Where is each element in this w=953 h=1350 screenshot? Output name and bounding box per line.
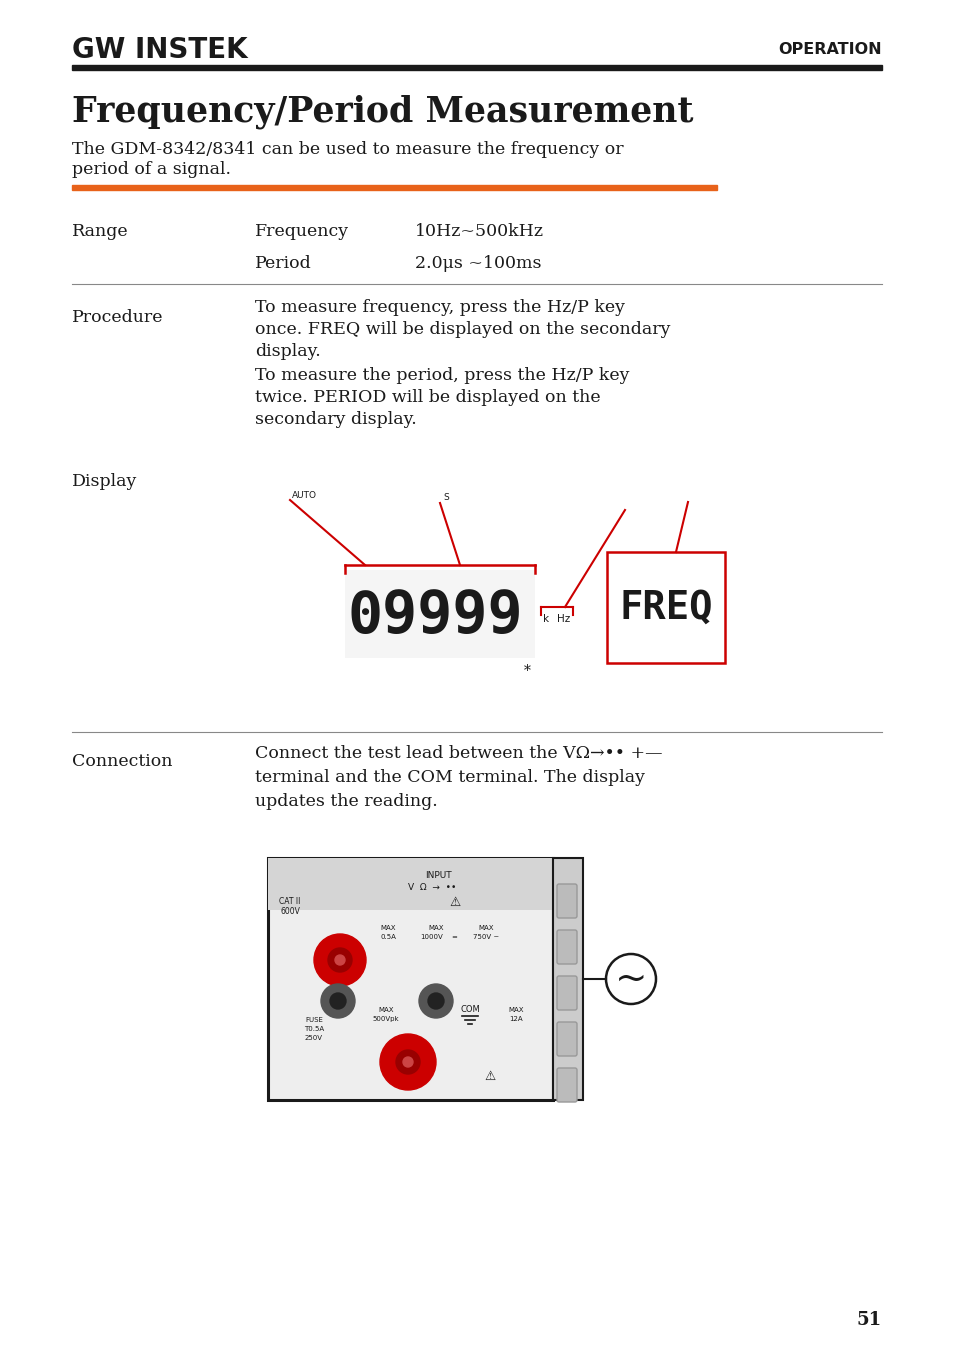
Text: twice. PERIOD will be displayed on the: twice. PERIOD will be displayed on the [254, 390, 600, 406]
Circle shape [320, 984, 355, 1018]
Text: COM: COM [459, 1006, 479, 1014]
Text: *: * [523, 664, 530, 678]
Circle shape [402, 1057, 413, 1066]
Circle shape [428, 994, 443, 1008]
Text: GW INSTEK: GW INSTEK [71, 36, 248, 63]
Bar [345, 570, 535, 657]
Text: Period: Period [254, 255, 312, 273]
Text: The GDM-8342/8341 can be used to measure the frequency or: The GDM-8342/8341 can be used to measure… [71, 142, 623, 158]
Text: ~: ~ [614, 960, 646, 998]
Text: CAT II: CAT II [279, 896, 300, 906]
Text: OPERATION: OPERATION [778, 42, 882, 58]
Text: V  Ω  →  ••: V Ω → •• [408, 883, 456, 892]
Text: INPUT: INPUT [425, 872, 452, 880]
Circle shape [335, 954, 345, 965]
FancyBboxPatch shape [557, 976, 577, 1010]
FancyBboxPatch shape [557, 884, 577, 918]
FancyBboxPatch shape [268, 859, 553, 1100]
Text: once. FREQ will be displayed on the secondary: once. FREQ will be displayed on the seco… [254, 321, 670, 339]
Text: S: S [442, 494, 448, 502]
Text: To measure the period, press the Hz/P key: To measure the period, press the Hz/P ke… [254, 367, 629, 385]
Text: terminal and the COM terminal. The display: terminal and the COM terminal. The displ… [254, 769, 644, 787]
Text: k: k [542, 614, 549, 624]
Text: Hz: Hz [557, 614, 570, 624]
Text: =: = [451, 934, 456, 940]
Text: period of a signal.: period of a signal. [71, 162, 231, 178]
Text: display.: display. [254, 343, 320, 360]
Text: 09999: 09999 [347, 587, 522, 644]
Text: Range: Range [71, 224, 129, 240]
Text: Procedure: Procedure [71, 309, 163, 327]
Text: 1000V: 1000V [420, 934, 443, 940]
Text: 12A: 12A [509, 1017, 522, 1022]
Circle shape [328, 948, 352, 972]
Text: Display: Display [71, 474, 137, 490]
Text: AUTO: AUTO [292, 490, 316, 500]
Text: 2.0μs ~100ms: 2.0μs ~100ms [415, 255, 541, 273]
Text: Frequency/Period Measurement: Frequency/Period Measurement [71, 95, 693, 130]
Text: 0.5A: 0.5A [379, 934, 395, 940]
Bar [71, 185, 717, 190]
Text: Connection: Connection [71, 753, 172, 771]
Text: ⚠: ⚠ [450, 895, 460, 909]
FancyBboxPatch shape [557, 930, 577, 964]
Text: MAX: MAX [428, 925, 443, 932]
Text: MAX: MAX [380, 925, 395, 932]
Bar [553, 859, 582, 1100]
Text: 600V: 600V [280, 907, 299, 917]
FancyBboxPatch shape [557, 1068, 577, 1102]
Bar [268, 859, 553, 910]
Text: FUSE: FUSE [305, 1017, 323, 1023]
Text: ⚠: ⚠ [484, 1069, 496, 1083]
Text: 750V ~: 750V ~ [473, 934, 498, 940]
Text: 51: 51 [856, 1311, 882, 1328]
Text: 10Hz~500kHz: 10Hz~500kHz [415, 224, 543, 240]
Circle shape [330, 994, 346, 1008]
Text: FREQ: FREQ [618, 589, 712, 626]
Text: secondary display.: secondary display. [254, 412, 416, 428]
Text: To measure frequency, press the Hz/P key: To measure frequency, press the Hz/P key [254, 300, 624, 316]
Text: MAX: MAX [377, 1007, 394, 1012]
Circle shape [379, 1034, 436, 1089]
Circle shape [395, 1050, 419, 1075]
Text: Frequency: Frequency [254, 224, 349, 240]
Text: MAX: MAX [477, 925, 494, 932]
Circle shape [418, 984, 453, 1018]
FancyBboxPatch shape [557, 1022, 577, 1056]
Text: MAX: MAX [508, 1007, 523, 1012]
Text: updates the reading.: updates the reading. [254, 794, 437, 810]
Text: Connect the test lead between the VΩ→•• +—: Connect the test lead between the VΩ→•• … [254, 745, 661, 763]
Bar [606, 552, 724, 663]
Text: T0.5A: T0.5A [304, 1026, 324, 1031]
Bar [71, 65, 882, 70]
Text: 250V: 250V [305, 1035, 323, 1041]
Circle shape [314, 934, 366, 986]
Text: 500Vpk: 500Vpk [373, 1017, 399, 1022]
